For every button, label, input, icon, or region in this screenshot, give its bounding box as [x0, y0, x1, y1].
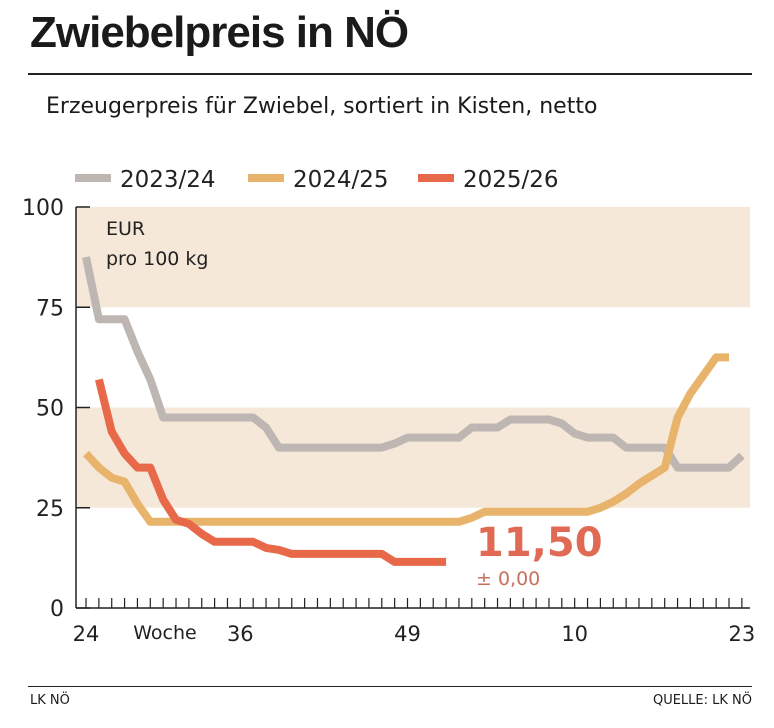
- series-line-2025-26: [95, 378, 447, 566]
- footer-credit: LK NÖ: [30, 693, 70, 708]
- y-tick-label: 75: [36, 296, 64, 321]
- x-tick-label: 23: [728, 622, 755, 646]
- shaded-band: [76, 207, 750, 308]
- x-tick-label: 24: [73, 622, 100, 646]
- series-line-2024-25: [83, 353, 729, 526]
- y-tick-label: 25: [36, 497, 64, 522]
- legend-label: 2023/24: [120, 167, 216, 193]
- footer-divider: [28, 686, 752, 687]
- chart-subtitle: Erzeugerpreis für Zwiebel, sortiert in K…: [46, 94, 598, 119]
- unit-label: EUR: [106, 218, 145, 240]
- legend-label: 2024/25: [293, 167, 389, 193]
- x-tick-label: 36: [227, 622, 254, 646]
- y-tick-label: 100: [22, 196, 64, 221]
- y-tick-label: 0: [50, 597, 64, 622]
- unit-label: pro 100 kg: [106, 248, 209, 270]
- current-value-label: 11,50: [476, 520, 603, 566]
- series-line-2023-24: [82, 256, 745, 472]
- footer-source: QUELLE: LK NÖ: [652, 693, 752, 708]
- x-axis-label: Woche: [133, 622, 196, 644]
- chart-title: Zwiebelpreis in NÖ: [30, 8, 409, 57]
- y-tick-label: 50: [36, 397, 64, 422]
- shaded-band: [76, 407, 750, 508]
- change-label: ± 0,00: [476, 568, 540, 590]
- x-tick-label: 10: [561, 622, 588, 646]
- legend-label: 2025/26: [463, 167, 559, 193]
- title-divider: [28, 73, 752, 75]
- x-tick-label: 49: [394, 622, 421, 646]
